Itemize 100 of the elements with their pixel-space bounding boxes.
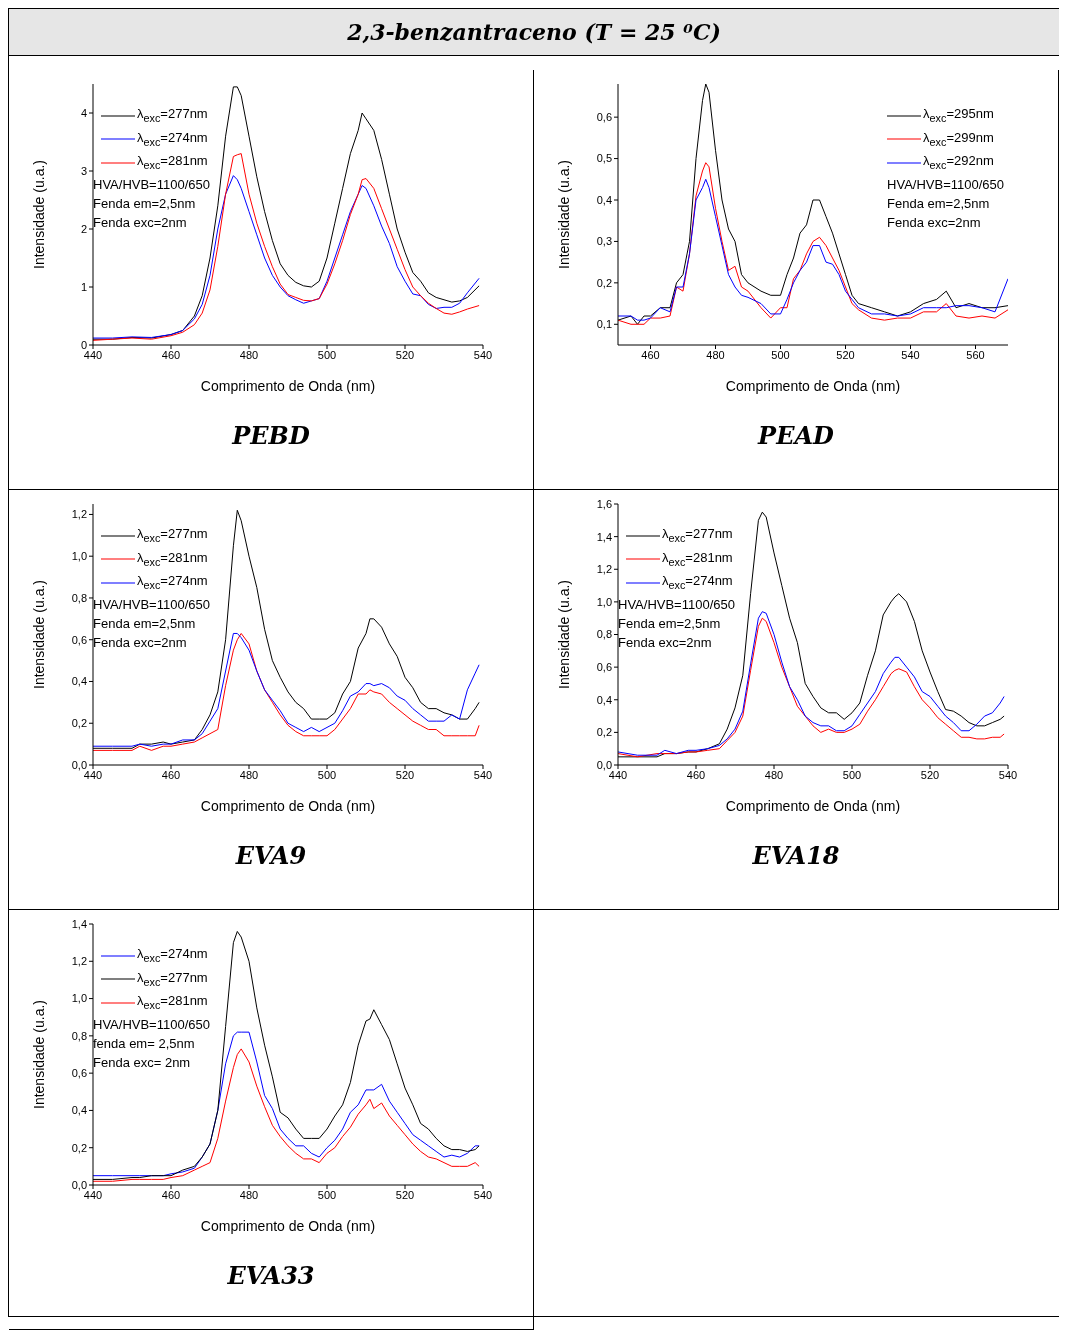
- x-tick-label: 480: [239, 348, 259, 361]
- x-axis-title: Comprimento de Onda (nm): [200, 1218, 376, 1234]
- y-tick-label: 1,2: [71, 955, 87, 968]
- y-tick-label: 0,2: [71, 717, 87, 730]
- y-axis-title: Intensidade (u.a.): [30, 160, 47, 269]
- y-tick-label: 0,2: [596, 276, 612, 289]
- y-axis-title: Intensidade (u.a.): [555, 160, 572, 269]
- x-tick-label: 460: [161, 1188, 181, 1201]
- y-tick-label: 0,0: [71, 1178, 87, 1191]
- legend-label: λ$_{exc}$=277nm: [137, 105, 208, 126]
- legend-label: λ$_{exc}$=277nm: [662, 525, 733, 546]
- annotation: Fenda em=2,5nm: [887, 194, 991, 213]
- x-tick-label: 440: [83, 768, 103, 781]
- annotation: HVA/HVB=1100/650: [618, 595, 735, 614]
- y-tick-label: 2: [80, 222, 87, 235]
- annotation: Fenda exc=2nm: [618, 633, 713, 652]
- legend-label: λ$_{exc}$=281nm: [137, 152, 208, 173]
- x-tick-label: 460: [161, 348, 181, 361]
- x-tick-label: 480: [239, 768, 259, 781]
- x-tick-label: 520: [395, 1188, 415, 1201]
- y-axis-title: Intensidade (u.a.): [30, 580, 47, 689]
- x-tick-label: 500: [842, 768, 862, 781]
- y-tick-label: 0,2: [596, 726, 612, 739]
- y-tick-label: 1,2: [596, 563, 612, 576]
- x-tick-label: 520: [836, 348, 855, 361]
- y-tick-label: 0,4: [71, 675, 87, 688]
- annotation: Fenda em=2,5nm: [93, 614, 197, 633]
- y-tick-label: 0,4: [596, 193, 612, 206]
- x-tick-label: 540: [473, 348, 493, 361]
- y-tick-label: 4: [80, 106, 87, 119]
- annotation: HVA/HVB=1100/650: [93, 175, 210, 194]
- x-tick-label: 520: [920, 768, 940, 781]
- x-tick-label: 480: [239, 1188, 259, 1201]
- legend-label: λ$_{exc}$=292nm: [923, 152, 994, 173]
- x-tick-label: 540: [998, 768, 1018, 781]
- y-tick-label: 0,4: [596, 693, 612, 706]
- annotation: Fenda exc=2nm: [93, 633, 188, 652]
- annotation: Fenda exc=2nm: [887, 213, 982, 232]
- legend-label: λ$_{exc}$=274nm: [137, 572, 208, 593]
- x-tick-label: 500: [317, 1188, 337, 1201]
- annotation: Fenda em=2,5nm: [618, 614, 722, 633]
- text: EVA9: [234, 841, 308, 870]
- y-tick-label: 1,0: [596, 595, 612, 608]
- y-axis-title: Intensidade (u.a.): [555, 580, 572, 689]
- y-axis-title: Intensidade (u.a.): [30, 1000, 47, 1109]
- x-tick-label: 520: [395, 348, 415, 361]
- y-tick-label: 0,1: [596, 318, 612, 331]
- x-tick-label: 540: [473, 1188, 493, 1201]
- y-tick-label: 1,6: [596, 497, 612, 510]
- legend-label: λ$_{exc}$=295nm: [923, 105, 994, 126]
- x-tick-label: 540: [901, 348, 920, 361]
- legend-label: λ$_{exc}$=277nm: [137, 968, 208, 990]
- x-tick-label: 560: [966, 348, 985, 361]
- x-tick-label: 520: [395, 768, 415, 781]
- x-tick-label: 440: [83, 1188, 103, 1201]
- y-tick-label: 0,2: [71, 1141, 87, 1154]
- y-tick-label: 0,0: [71, 758, 87, 771]
- y-tick-label: 0,3: [596, 235, 612, 248]
- y-tick-label: 0,8: [596, 628, 612, 641]
- y-tick-label: 0,8: [71, 591, 87, 604]
- annotation: HVA/HVB=1100/650: [887, 175, 1004, 194]
- x-tick-label: 460: [161, 768, 181, 781]
- legend-label: λ$_{exc}$=274nm: [137, 945, 208, 966]
- x-axis-title: Comprimento de Onda (nm): [725, 378, 901, 394]
- y-tick-label: 1,0: [71, 992, 87, 1005]
- legend-label: λ$_{exc}$=277nm: [137, 525, 208, 546]
- x-tick-label: 500: [317, 768, 337, 781]
- y-tick-label: 0,6: [596, 111, 612, 124]
- annotation: Fenda exc=2nm: [93, 213, 188, 232]
- annotation: Fenda exc= 2nm: [93, 1053, 192, 1072]
- legend-label: λ$_{exc}$=281nm: [137, 548, 208, 570]
- legend-label: λ$_{exc}$=299nm: [923, 128, 994, 150]
- x-axis-title: Comprimento de Onda (nm): [200, 798, 376, 814]
- y-tick-label: 0,6: [71, 1067, 87, 1080]
- x-tick-label: 460: [686, 768, 706, 781]
- y-tick-label: 0,6: [596, 661, 612, 674]
- x-axis-title: Comprimento de Onda (nm): [725, 798, 901, 814]
- y-tick-label: 0,5: [596, 152, 612, 165]
- y-tick-label: 1,0: [71, 550, 87, 563]
- y-tick-label: 3: [80, 164, 87, 177]
- annotation: HVA/HVB=1100/650: [93, 1015, 210, 1034]
- x-tick-label: 440: [608, 768, 628, 781]
- x-axis-title: Comprimento de Onda (nm): [200, 378, 376, 394]
- x-tick-label: 540: [473, 768, 493, 781]
- y-tick-label: 0,4: [71, 1104, 87, 1117]
- text: EVA18: [751, 841, 841, 870]
- text: EVA33: [226, 1261, 316, 1290]
- legend-label: λ$_{exc}$=274nm: [137, 128, 208, 150]
- y-tick-label: 1: [80, 280, 87, 293]
- y-tick-label: 1,4: [596, 530, 612, 543]
- text: 2,3-benzantraceno (T = 25 ⁰C): [9, 9, 1059, 56]
- annotation: HVA/HVB=1100/650: [93, 595, 210, 614]
- y-tick-label: 0,8: [71, 1029, 87, 1042]
- annotation: Fenda em=2,5nm: [93, 194, 197, 213]
- x-tick-label: 500: [771, 348, 790, 361]
- legend-label: λ$_{exc}$=281nm: [662, 548, 733, 570]
- x-tick-label: 440: [83, 348, 103, 361]
- annotation: fenda em= 2,5nm: [93, 1034, 196, 1053]
- text: PEAD: [756, 421, 835, 450]
- x-tick-label: 500: [317, 348, 337, 361]
